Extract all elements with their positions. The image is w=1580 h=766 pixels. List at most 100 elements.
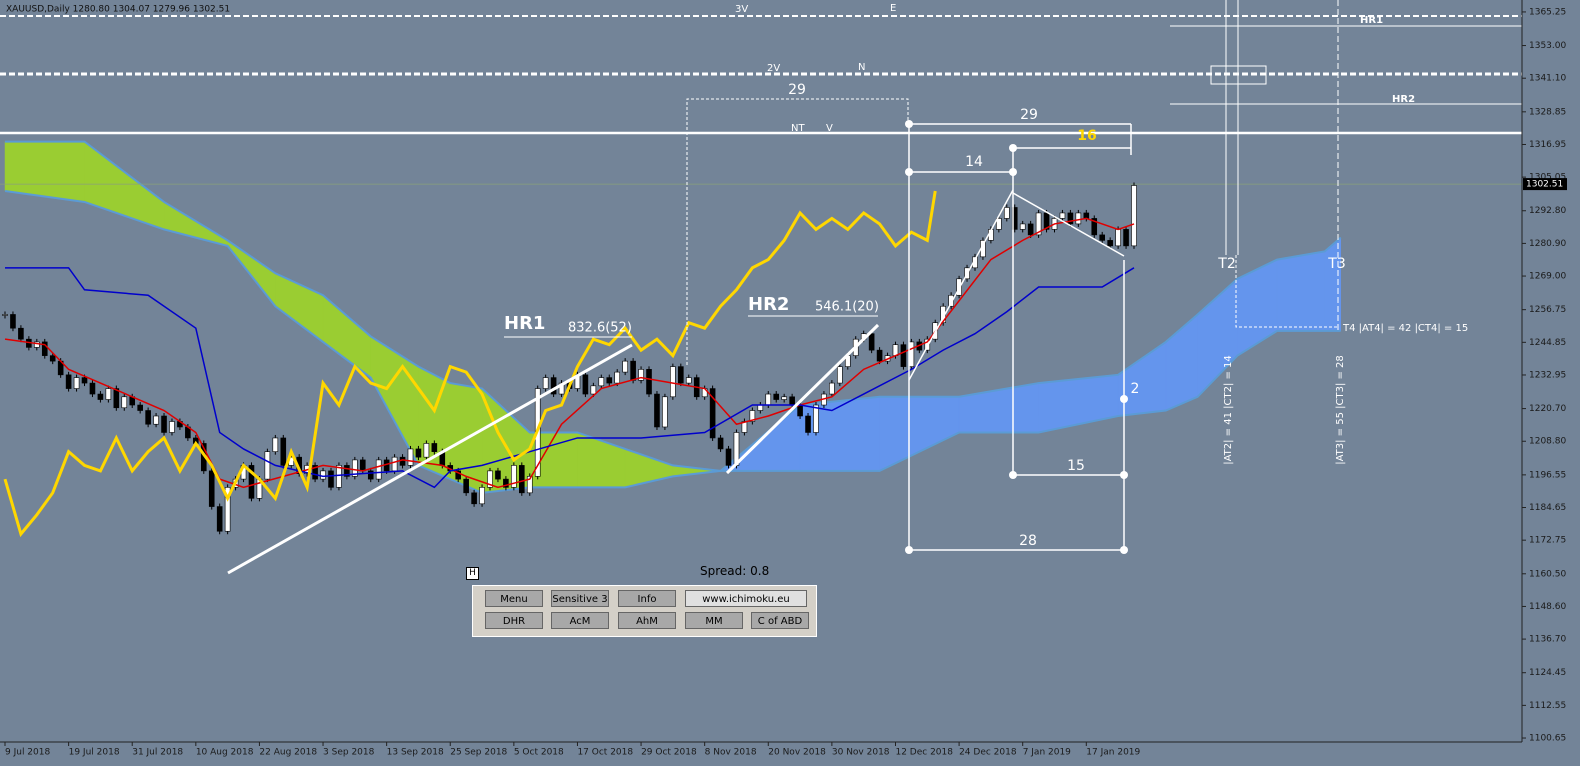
y-tick-label: 1305.05	[1529, 173, 1566, 183]
candle-body	[678, 366, 684, 384]
candle-body	[646, 369, 652, 395]
y-tick-label: 1328.85	[1529, 107, 1566, 117]
candle-body	[638, 369, 644, 381]
candle-body	[455, 470, 461, 480]
y-tick-label: 1124.45	[1529, 668, 1566, 678]
candle-body	[41, 341, 48, 356]
candle-body	[2, 314, 8, 316]
y-tick-label: 1269.00	[1529, 272, 1566, 282]
candle-body	[519, 465, 525, 494]
candle-body	[749, 410, 756, 422]
y-tick-label: 1220.70	[1529, 404, 1566, 414]
y-tick-label: 1341.10	[1529, 74, 1566, 84]
y-tick-label: 1316.95	[1529, 140, 1566, 150]
candle-body	[113, 388, 120, 409]
button[interactable]: Sensitive 3	[551, 590, 609, 607]
dot	[905, 546, 913, 554]
button[interactable]: MM	[685, 612, 743, 629]
candle-body	[781, 396, 787, 400]
candle-body	[948, 294, 954, 307]
trendline	[227, 343, 633, 575]
dot	[905, 120, 913, 128]
harmonic-name: HR2	[748, 294, 789, 315]
candle-body	[606, 377, 613, 384]
candle-body	[757, 404, 764, 411]
candle-body	[837, 366, 843, 384]
button[interactable]: DHR	[485, 612, 543, 629]
panel-icon[interactable]: H	[466, 567, 479, 580]
x-tick-label: 31 Jul 2018	[132, 748, 183, 758]
candle-body	[1059, 212, 1066, 219]
dot	[1120, 395, 1128, 403]
y-tick-label: 1100.65	[1529, 734, 1566, 744]
candle-body	[18, 327, 24, 340]
candle-body	[1115, 229, 1121, 247]
cloud-segment	[370, 335, 419, 466]
price-tag	[1523, 178, 1567, 191]
candle-body	[336, 465, 342, 488]
cloud-segment	[1276, 251, 1326, 332]
button[interactable]: www.ichimoku.eu	[685, 590, 807, 607]
measures	[908, 123, 1132, 551]
candle-body	[789, 396, 795, 406]
x-tick-label: 3 Sep 2018	[323, 748, 375, 758]
x-tick-label: 29 Oct 2018	[641, 748, 697, 758]
candle-body	[121, 396, 128, 409]
x-tick-label: 22 Aug 2018	[259, 748, 317, 758]
candle-body	[1011, 207, 1018, 230]
candle-body	[685, 377, 692, 384]
candle-body	[1019, 223, 1026, 230]
candle-body	[1123, 229, 1129, 247]
y-tick-label: 1112.55	[1529, 701, 1566, 711]
candle-body	[829, 382, 835, 395]
x-tick-label: 25 Sep 2018	[450, 748, 507, 758]
button[interactable]: C of ABD	[751, 612, 809, 629]
candle-body	[797, 404, 803, 417]
candle-body	[542, 377, 549, 389]
cloud-segment	[799, 396, 880, 472]
candle-body	[471, 492, 477, 505]
candle-body	[431, 443, 438, 452]
candle-body	[550, 377, 557, 395]
candle-body	[1027, 223, 1034, 236]
spread: Spread: 0.8	[700, 564, 770, 578]
cloud-segment	[1237, 259, 1278, 357]
candle-body	[145, 410, 151, 425]
hr-label: HR1	[1360, 15, 1383, 26]
candle-body	[1083, 212, 1090, 219]
cloud-segment	[1117, 341, 1167, 417]
y-tick-label: 1365.25	[1529, 7, 1566, 17]
button[interactable]: AcM	[551, 612, 609, 629]
candle-body	[1043, 212, 1050, 230]
candle-body	[423, 443, 430, 458]
candle-body	[765, 393, 772, 406]
measure-label: 29	[788, 82, 806, 98]
cloud-edge	[5, 140, 1341, 472]
candle-body	[972, 256, 978, 269]
trendline	[725, 323, 880, 475]
x-tick-label: 20 Nov 2018	[768, 748, 826, 758]
cloud-edge	[4, 189, 1342, 494]
measure-box	[686, 98, 909, 365]
x-tick-label: 24 Dec 2018	[959, 748, 1017, 758]
candle-body	[773, 393, 780, 400]
candle-body	[367, 470, 374, 480]
button[interactable]: Menu	[485, 590, 543, 607]
candle-body	[328, 470, 334, 488]
candle-body	[312, 465, 318, 480]
candle-body	[1035, 212, 1042, 236]
button[interactable]: Info	[618, 590, 676, 607]
level-label: NT	[791, 123, 805, 134]
target-label: T4 |AT4| = 42 |CT4| = 15	[1342, 323, 1468, 334]
candle-body	[415, 448, 422, 458]
level-label: E	[890, 3, 896, 14]
target-label: T2	[1217, 256, 1235, 272]
candle-body	[717, 437, 724, 450]
button[interactable]: AhM	[618, 612, 676, 629]
candle-body	[590, 385, 597, 395]
candle-body	[479, 487, 485, 505]
candle-body	[622, 360, 628, 373]
wave-line	[1012, 192, 1125, 257]
